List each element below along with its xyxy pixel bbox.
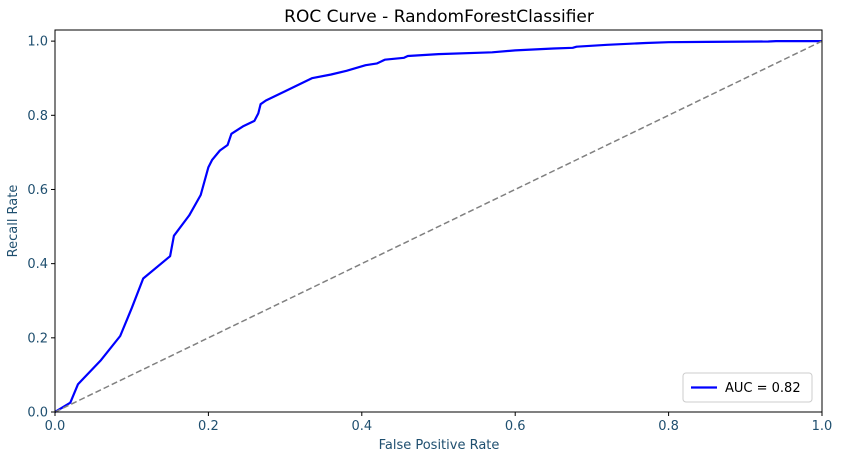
y-tick-label: 0.4 [27,257,48,272]
y-tick-label: 0.2 [27,331,48,346]
y-tick-label: 1.0 [27,35,48,50]
y-tick-label: 0.8 [27,109,48,124]
legend-label: AUC = 0.82 [725,381,801,396]
y-axis-label: Recall Rate [6,185,21,258]
x-tick-label: 0.6 [505,419,526,434]
y-tick-label: 0.6 [27,183,48,198]
x-tick-label: 0.0 [45,419,66,434]
y-tick-label: 0.0 [27,406,48,421]
x-tick-label: 1.0 [812,419,833,434]
legend-box [682,372,813,403]
legend: AUC = 0.82 [682,372,813,403]
x-axis-label: False Positive Rate [379,438,500,453]
roc-curve-line [54,39,822,413]
axes: 0.0 0.2 0.4 0.6 0.8 1.0 0.0 0.2 0.4 0.6 0.8 1.0 [27,29,833,434]
x-tick-label: 0.2 [198,419,219,434]
plot-area [54,39,823,413]
plot-frame [54,29,823,413]
x-tick-label: 0.4 [351,419,372,434]
chance-diagonal-line [54,40,823,413]
chart-title: ROC Curve - RandomForestClassifier [284,7,594,27]
x-tick-label: 0.8 [658,419,679,434]
